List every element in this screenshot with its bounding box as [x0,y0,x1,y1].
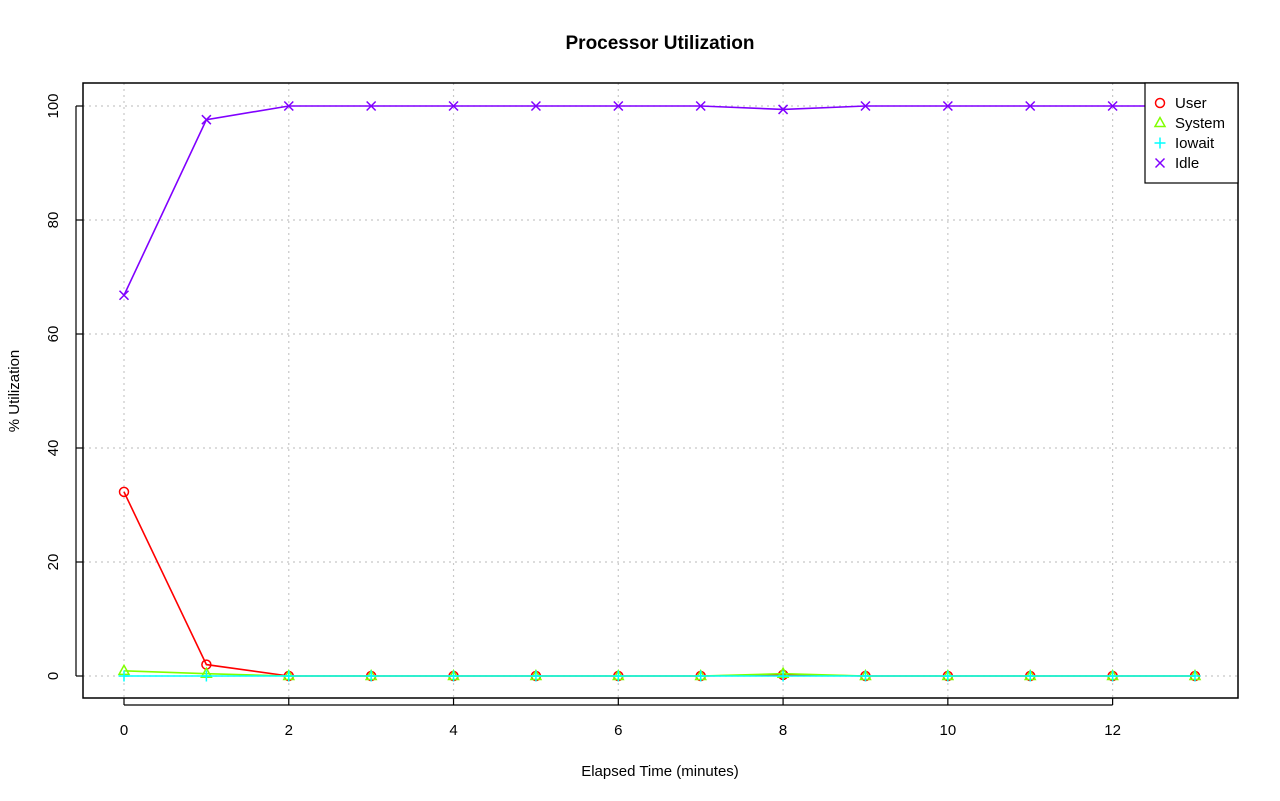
legend-box [1144,82,1239,184]
data-point-iowait [283,670,295,682]
series-line-user [123,491,1195,677]
x-axis-label: Elapsed Time (minutes) [581,763,739,780]
data-point-iowait [118,670,130,682]
legend: User System Iowait Idle [1144,82,1239,184]
x-tick-label: 6 [614,722,622,739]
y-tick-label: 20 [45,554,62,571]
data-point-idle [366,100,377,112]
data-point-idle [448,100,459,112]
grid [83,83,1238,698]
data-point-idle [613,100,624,112]
y-tick-label: 100 [45,93,62,118]
data-point-idle [530,100,541,112]
plot-frame [82,82,1239,699]
data-point-idle [1107,100,1118,112]
legend-item-iowait: Iowait [1154,135,1215,152]
legend-item-system: System [1153,115,1225,132]
data-point-idle [1025,100,1036,112]
data-point-iowait [200,670,212,682]
data-point-iowait [859,670,871,682]
x-tick-label: 12 [1104,722,1121,739]
data-point-idle [695,100,706,112]
series-layer [117,100,1202,682]
y-tick-label: 80 [45,212,62,229]
x-tick-label: 8 [779,722,787,739]
data-point-idle [942,100,953,112]
legend-label-idle: Idle [1175,155,1199,172]
y-tick-label: 60 [45,326,62,343]
legend-marker-iowait [1154,137,1166,149]
data-point-user [118,486,130,498]
y-axis: 0 20 40 60 80 100 [45,93,83,680]
series-user [118,486,1201,682]
legend-marker-idle [1154,157,1166,169]
series-idle [118,100,1201,301]
x-tick-label: 2 [285,722,293,739]
series-line-idle [123,105,1195,296]
data-point-iowait [612,670,624,682]
legend-label-system: System [1175,115,1225,132]
legend-marker-system [1153,115,1167,128]
data-point-idle [118,290,130,301]
data-point-idle [283,100,294,112]
y-axis-label: % Utilization [6,350,23,433]
series-system [117,663,1202,681]
y-tick-label: 0 [45,672,62,680]
legend-item-user: User [1154,95,1207,112]
x-tick-label: 4 [449,722,457,739]
data-point-idle [778,104,789,115]
data-point-iowait [1024,670,1036,682]
series-iowait [118,670,1201,682]
chart-title: Processor Utilization [566,33,755,54]
legend-label-user: User [1175,95,1207,112]
data-point-iowait [1189,670,1201,682]
data-point-iowait [695,670,707,682]
data-point-iowait [1107,670,1119,682]
legend-label-iowait: Iowait [1175,135,1215,152]
data-point-idle [201,114,212,125]
legend-marker-user [1154,97,1166,109]
data-point-idle [860,100,871,112]
data-point-iowait [777,670,789,682]
x-axis: 0 2 4 6 8 10 12 [120,698,1121,739]
data-point-iowait [942,670,954,682]
legend-item-idle: Idle [1154,155,1199,172]
x-tick-label: 0 [120,722,128,739]
y-tick-label: 40 [45,440,62,457]
data-point-iowait [530,670,542,682]
data-point-iowait [365,670,377,682]
data-point-iowait [448,670,460,682]
x-tick-label: 10 [940,722,957,739]
